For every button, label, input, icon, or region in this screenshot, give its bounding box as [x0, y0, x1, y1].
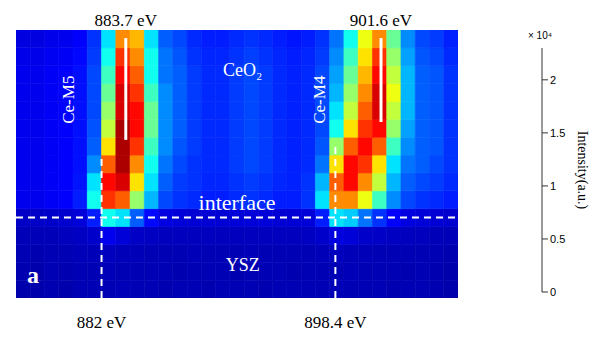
- html-text:Intensity(a.u.): Intensity(a.u.): [575, 130, 590, 210]
- svg-text:1.5: 1.5: [550, 127, 565, 139]
- svg-text:Ce-M4: Ce-M4: [310, 75, 329, 124]
- svg-text:0: 0: [550, 286, 556, 298]
- svg-text:1: 1: [550, 180, 556, 192]
- svg-text:898.4 eV: 898.4 eV: [304, 313, 367, 332]
- svg-text:883.7 eV: 883.7 eV: [95, 11, 158, 30]
- svg-text:901.6 eV: 901.6 eV: [350, 11, 413, 30]
- svg-text:Ce-M5: Ce-M5: [59, 76, 78, 124]
- svg-text:0.5: 0.5: [550, 233, 565, 245]
- html-text:× 10⁴: × 10⁴: [528, 30, 552, 41]
- svg-text:YSZ: YSZ: [226, 255, 260, 275]
- svg-text:interface: interface: [199, 190, 276, 215]
- svg-text:2: 2: [550, 74, 556, 86]
- svg-text:CeO₂: CeO₂: [223, 60, 262, 80]
- svg-text:a: a: [27, 262, 39, 288]
- svg-text:882 eV: 882 eV: [77, 313, 127, 332]
